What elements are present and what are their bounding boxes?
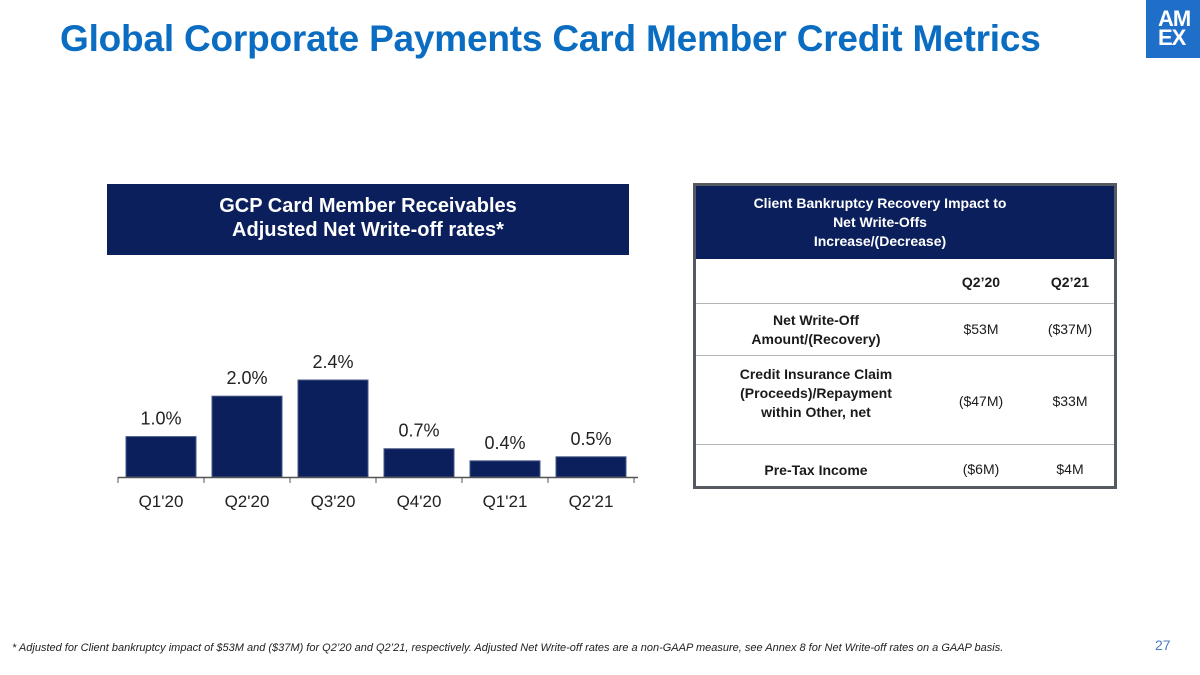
bar-3 <box>383 448 455 478</box>
column-header-q2-20: Q2’20 <box>961 274 1001 290</box>
logo-line-1: AM <box>1158 6 1191 31</box>
row-label: Net Write-Off Amount/(Recovery) <box>696 311 936 349</box>
table-row: Credit Insurance Claim (Proceeds)/Repaym… <box>696 356 1114 445</box>
row-value-q2-21: $4M <box>1056 461 1084 477</box>
row-value-q2-20: ($47M) <box>958 393 1004 409</box>
row-label-line: Pre-Tax Income <box>764 462 868 478</box>
row-value-q2-21: $33M <box>1052 393 1088 409</box>
row-label-line: Credit Insurance Claim <box>739 366 893 382</box>
row-label: Credit Insurance Claim (Proceeds)/Repaym… <box>696 365 936 422</box>
bankruptcy-impact-table: Client Bankruptcy Recovery Impact to Net… <box>693 183 1117 489</box>
data-label-4: 0.4% <box>484 433 525 453</box>
column-header-q2-21: Q2’21 <box>1050 274 1090 290</box>
row-label-line: Amount/(Recovery) <box>751 331 881 347</box>
bar-4 <box>469 460 541 478</box>
data-label-1: 2.0% <box>226 368 267 388</box>
table-header: Client Bankruptcy Recovery Impact to Net… <box>696 186 1114 259</box>
bar-5 <box>555 456 627 478</box>
row-label-line: (Proceeds)/Repayment <box>740 385 892 401</box>
footnote: * Adjusted for Client bankruptcy impact … <box>12 642 1004 654</box>
category-label-2: Q3'20 <box>311 492 356 511</box>
table-header-line-3: Increase/(Decrease) <box>813 233 947 249</box>
row-value-q2-20: $53M <box>963 321 999 337</box>
table-row: Pre-Tax Income ($6M) $4M <box>696 445 1114 488</box>
amex-logo: AM EX <box>1146 0 1200 58</box>
table-header-line-1: Client Bankruptcy Recovery Impact to <box>753 195 1007 211</box>
chart-header: GCP Card Member Receivables Adjusted Net… <box>107 184 629 255</box>
row-value-q2-21: ($37M) <box>1047 321 1093 337</box>
bar-0 <box>125 436 197 478</box>
data-label-2: 2.4% <box>312 352 353 372</box>
row-label: Pre-Tax Income <box>696 461 936 480</box>
table-row: Net Write-Off Amount/(Recovery) $53M ($3… <box>696 304 1114 356</box>
logo-line-2: EX <box>1158 25 1186 50</box>
chart-header-line-1: GCP Card Member Receivables <box>219 195 517 217</box>
category-label-4: Q1'21 <box>483 492 528 511</box>
data-label-0: 1.0% <box>140 409 181 429</box>
category-label-3: Q4'20 <box>397 492 442 511</box>
category-label-1: Q2'20 <box>225 492 270 511</box>
slide-title: Global Corporate Payments Card Member Cr… <box>60 18 1041 59</box>
data-label-3: 0.7% <box>398 421 439 441</box>
row-label-line: Net Write-Off <box>772 312 860 328</box>
category-label-0: Q1'20 <box>139 492 184 511</box>
bar-2 <box>297 379 369 478</box>
category-label-5: Q2'21 <box>569 492 614 511</box>
data-label-5: 0.5% <box>570 429 611 449</box>
row-label-line: within Other, net <box>761 404 871 420</box>
bar-1 <box>211 395 283 478</box>
write-off-rate-bar-chart: 1.0% Q1'20 2.0% Q2'20 2.4% Q3'20 0.7% Q4'20 0.4%… <box>117 352 638 511</box>
chart-header-line-2: Adjusted Net Write-off rates* <box>232 219 504 241</box>
page-number: 27 <box>1155 637 1171 653</box>
row-value-q2-20: ($6M) <box>962 461 1000 477</box>
table-column-header-row: Q2’20 Q2’21 <box>696 259 1114 304</box>
table-header-line-2: Net Write-Offs <box>833 214 927 230</box>
